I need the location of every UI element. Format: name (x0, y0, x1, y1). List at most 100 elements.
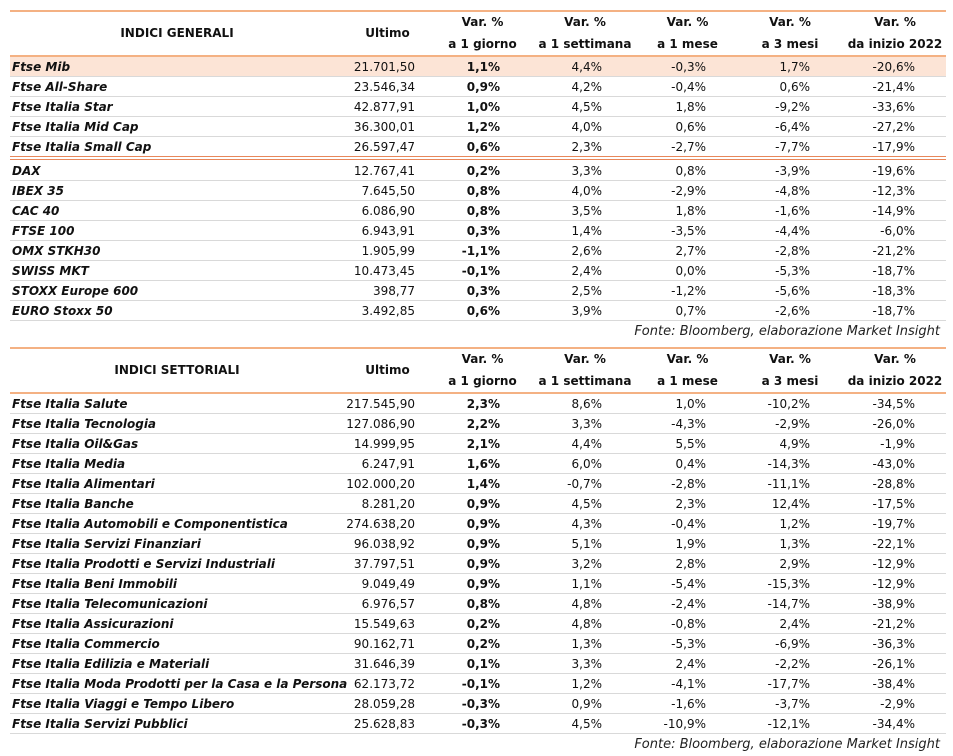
index-name: Ftse Italia Small Cap (12, 140, 152, 154)
cell-value: -4,1% (671, 677, 706, 691)
cell-value: -1,6% (671, 697, 706, 711)
cell-value: -34,4% (872, 717, 915, 731)
cell-value: -2,9% (880, 697, 915, 711)
column-header: Var. % (461, 15, 504, 29)
cell-value: 4,5% (571, 497, 603, 511)
index-name: SWISS MKT (12, 264, 89, 278)
column-header: a 1 giorno (448, 374, 517, 388)
cell-value: 2,8% (675, 557, 707, 571)
cell-value: 2,4% (675, 657, 707, 671)
cell-value: 3,3% (571, 657, 603, 671)
column-header: Var. % (564, 352, 606, 366)
cell-value: -15,3% (767, 577, 810, 591)
index-name: Ftse All-Share (12, 80, 108, 94)
column-header: Var. % (874, 15, 916, 29)
cell-value: -5,3% (671, 637, 706, 651)
cell-value: 31.646,39 (353, 657, 415, 671)
cell-value: 0,3% (466, 284, 500, 298)
cell-value: -18,3% (872, 284, 915, 298)
cell-value: -0,7% (567, 477, 602, 491)
source-note: Fonte: Bloomberg, elaborazione Market In… (634, 737, 940, 752)
row-border (10, 653, 946, 654)
row-border (10, 300, 946, 301)
cell-value: -2,2% (775, 657, 810, 671)
cell-value: 3,3% (571, 417, 603, 431)
index-name: Ftse Italia Salute (12, 397, 128, 411)
cell-value: 1,0% (466, 100, 500, 114)
cell-value: 0,8% (466, 597, 500, 611)
cell-value: 0,4% (675, 457, 707, 471)
cell-value: 0,2% (466, 617, 500, 631)
cell-value: -14,7% (767, 597, 810, 611)
cell-value: 12.767,41 (353, 164, 415, 178)
cell-value: -0,4% (671, 80, 706, 94)
column-header: Ultimo (365, 26, 410, 40)
cell-value: 1,2% (571, 677, 603, 691)
cell-value: 8,6% (571, 397, 603, 411)
row-border (10, 260, 946, 261)
cell-value: 1,8% (675, 100, 707, 114)
index-name: Ftse Italia Star (12, 100, 113, 114)
cell-value: 4,3% (571, 517, 603, 531)
cell-value: -0,1% (461, 264, 500, 278)
row-border (10, 136, 946, 137)
index-name: Ftse Italia Mid Cap (12, 120, 139, 134)
cell-value: -43,0% (872, 457, 915, 471)
column-header: Var. % (461, 352, 504, 366)
index-name: EURO Stoxx 50 (12, 304, 113, 318)
cell-value: 4,4% (571, 60, 603, 74)
index-name: FTSE 100 (12, 224, 75, 238)
cell-value: 62.173,72 (353, 677, 415, 691)
column-header: Var. % (769, 15, 811, 29)
cell-value: 0,8% (466, 184, 500, 198)
group-separator (10, 159, 946, 160)
cell-value: -2,6% (775, 304, 810, 318)
cell-value: -10,9% (663, 717, 706, 731)
row-border (10, 96, 946, 97)
cell-value: -3,9% (775, 164, 810, 178)
column-header: da inizio 2022 (847, 374, 943, 388)
cell-value: 26.597,47 (353, 140, 415, 154)
cell-value: 28.059,28 (353, 697, 415, 711)
cell-value: -2,4% (671, 597, 706, 611)
cell-value: 4,9% (779, 437, 811, 451)
cell-value: 23.546,34 (353, 80, 415, 94)
cell-value: -33,6% (872, 100, 915, 114)
row-border (10, 116, 946, 117)
cell-value: 0,9% (466, 577, 500, 591)
header-border (10, 392, 946, 394)
cell-value: 5,5% (675, 437, 707, 451)
cell-value: 4,4% (571, 437, 603, 451)
cell-value: 2,4% (779, 617, 811, 631)
cell-value: 0,1% (466, 657, 500, 671)
cell-value: 0,0% (675, 264, 707, 278)
index-name: Ftse Italia Beni Immobili (12, 577, 177, 591)
cell-value: -1,9% (880, 437, 915, 451)
row-border (10, 220, 946, 221)
cell-value: 96.038,92 (353, 537, 415, 551)
cell-value: 274.638,20 (346, 517, 415, 531)
cell-value: 10.473,45 (353, 264, 415, 278)
index-name: OMX STKH30 (12, 244, 101, 258)
row-border (10, 613, 946, 614)
row-border (10, 713, 946, 714)
cell-value: 4,0% (571, 120, 603, 134)
table-top-border (10, 10, 946, 12)
cell-value: 2,1% (466, 437, 500, 451)
row-border (10, 513, 946, 514)
cell-value: 0,9% (466, 557, 500, 571)
column-header: Var. % (666, 15, 709, 29)
cell-value: 1,1% (571, 577, 603, 591)
index-name: Ftse Italia Edilizia e Materiali (12, 657, 210, 671)
cell-value: -2,9% (671, 184, 706, 198)
cell-value: -4,3% (671, 417, 706, 431)
cell-value: -17,5% (872, 497, 915, 511)
cell-value: 398,77 (373, 284, 415, 298)
cell-value: -38,4% (872, 677, 915, 691)
cell-value: 8.281,20 (361, 497, 415, 511)
row-border (10, 533, 946, 534)
row-border (10, 573, 946, 574)
cell-value: -3,5% (671, 224, 706, 238)
cell-value: 4,8% (571, 597, 603, 611)
